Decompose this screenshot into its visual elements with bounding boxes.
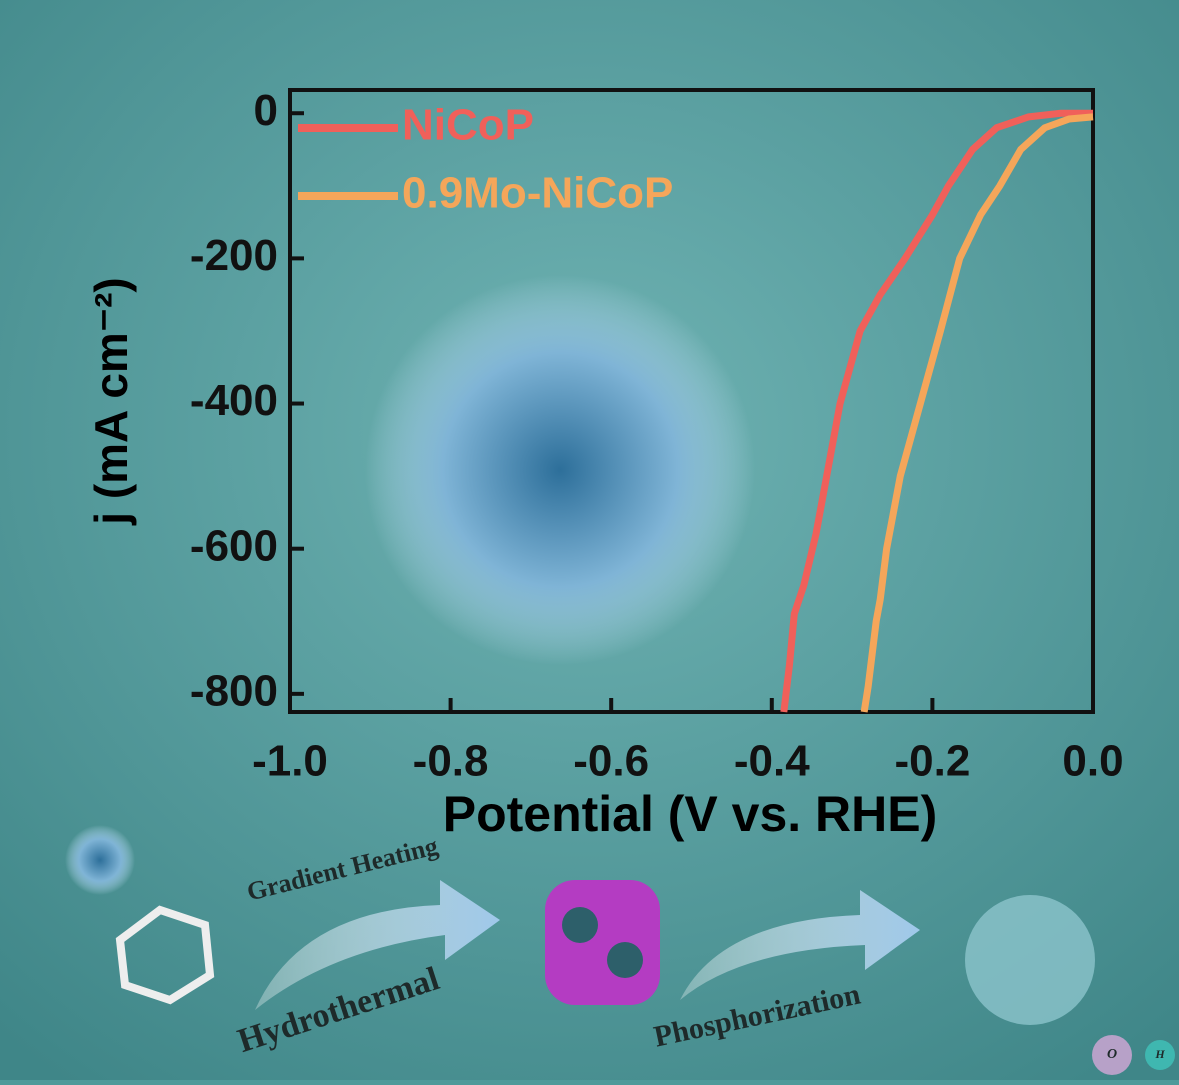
annotation: O: [1107, 1047, 1117, 1062]
y-tick-label: 0: [254, 86, 278, 135]
chart: Potential (V vs. RHE) j (mA cm⁻²) Gradie…: [0, 0, 1179, 1080]
x-tick-label: -0.6: [573, 737, 649, 786]
legend-label: NiCoP: [402, 101, 534, 150]
x-tick-label: -1.0: [252, 737, 328, 786]
x-tick-label: -0.2: [894, 737, 970, 786]
x-tick-label: 0.0: [1062, 737, 1123, 786]
y-tick-label: -600: [190, 521, 278, 570]
y-tick-label: -400: [190, 376, 278, 425]
x-tick-label: -0.8: [413, 737, 489, 786]
annotation: H: [1154, 1047, 1165, 1061]
legend-label: 0.9Mo-NiCoP: [402, 169, 673, 218]
x-axis-label: Potential (V vs. RHE): [443, 786, 938, 842]
y-axis-label: j (mA cm⁻²): [85, 277, 137, 525]
y-tick-label: -200: [190, 231, 278, 280]
illustration: [65, 825, 135, 895]
illustration: [365, 275, 755, 665]
y-tick-label: -800: [190, 666, 278, 715]
x-tick-label: -0.4: [734, 737, 810, 786]
